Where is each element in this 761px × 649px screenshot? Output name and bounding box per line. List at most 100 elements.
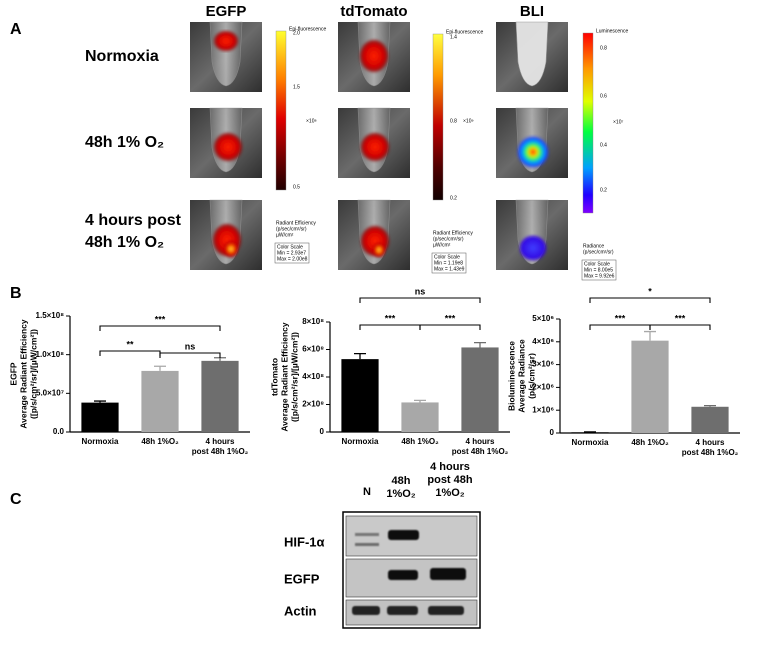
x-tick-label: 48h 1%O₂ <box>401 437 439 446</box>
colorbar-unit: µW/cm² <box>276 232 294 238</box>
colorbar-tick: 1.4 <box>450 34 457 40</box>
bar <box>571 432 609 433</box>
y-axis-label: Bioluminescence <box>506 341 516 411</box>
y-tick-label: 1.0×10⁸ <box>36 350 65 359</box>
scale-text: Color Scale <box>584 261 610 267</box>
y-tick-label: 1.5×10⁸ <box>36 311 65 320</box>
row-label: 4 hours post 48h 1% O₂ <box>85 212 182 251</box>
x-tick-label: Normoxia <box>572 438 609 447</box>
x-tick-label: 48h 1%O₂ <box>631 438 669 447</box>
colorbar-tick: 1.5 <box>293 84 300 90</box>
tube <box>515 21 549 87</box>
bar <box>81 402 119 432</box>
colorbar-tick: 0.2 <box>600 187 607 193</box>
scale-text: Color Scale <box>277 244 303 250</box>
bar <box>461 347 499 432</box>
scale-text: Min = 2.93e7 <box>277 250 306 256</box>
colorbar <box>432 33 444 201</box>
bar <box>141 370 179 432</box>
bar <box>631 340 669 433</box>
y-axis-label: tdTomato <box>269 358 279 396</box>
y-tick-label: 5.0×10⁷ <box>36 388 64 397</box>
significance-label: *** <box>155 314 166 324</box>
signal <box>214 31 238 51</box>
tube-image <box>496 199 568 270</box>
colorbar-tick: 0.4 <box>600 142 607 148</box>
tube-image <box>190 199 262 270</box>
tube-image <box>338 107 410 178</box>
bar <box>401 402 439 432</box>
scale-text: Color Scale <box>434 254 460 260</box>
significance-label: *** <box>675 313 686 323</box>
colorbar-exponent: ×10⁹ <box>463 118 474 124</box>
y-tick-label: 0 <box>320 427 325 436</box>
y-axis-label: Average Radiance <box>516 339 526 413</box>
y-tick-label: 0 <box>550 428 555 437</box>
significance-bracket <box>589 324 651 330</box>
x-tick-label: 4 hours post 48h 1%O₂ <box>192 437 249 456</box>
panel-label: C <box>10 491 22 508</box>
error-bar <box>94 400 106 403</box>
signal <box>373 243 385 257</box>
colorbar-tick: 0.2 <box>450 195 457 201</box>
signal <box>360 40 388 72</box>
tube-image <box>338 21 410 92</box>
tube-image <box>190 21 262 92</box>
significance-label: ns <box>415 286 426 296</box>
x-tick-label: 4 hours post 48h 1%O₂ <box>682 438 739 457</box>
tube-image <box>496 21 568 92</box>
colorbar-unit: Radiant Efficiency <box>276 220 316 226</box>
error-bar <box>354 352 366 360</box>
colorbar-tick: 0.5 <box>293 184 300 190</box>
protein-label: HIF-1α <box>284 534 325 549</box>
lane-label: N <box>363 486 371 498</box>
colorbar-unit: Radiance <box>583 243 604 249</box>
tube-image <box>190 107 262 178</box>
panel-label: B <box>10 285 22 302</box>
colorbar-unit: (p/sec/cm²/sr) <box>583 249 614 255</box>
significance-label: ns <box>185 341 196 351</box>
colorbar-tick: 0.8 <box>450 118 457 124</box>
colorbar-unit: Radiant Efficiency <box>433 230 473 236</box>
signal <box>214 133 242 161</box>
scale-text: Min = 1.19e8 <box>434 260 463 266</box>
y-tick-label: 4×10⁶ <box>532 337 554 346</box>
colorbar-unit: (p/sec/cm²/sr) <box>276 226 307 232</box>
column-header: BLI <box>520 3 544 20</box>
tube-image <box>496 107 568 178</box>
lane-label: 4 hours post 48h 1%O₂ <box>427 461 473 499</box>
protein-label: Actin <box>284 603 317 618</box>
error-bar <box>214 357 226 361</box>
protein-label: EGFP <box>284 571 320 586</box>
bar <box>691 406 729 433</box>
signal <box>518 137 548 167</box>
significance-label: *** <box>615 313 626 323</box>
signal <box>520 236 546 260</box>
bar <box>201 360 239 432</box>
y-axis-label: EGFP <box>8 362 18 385</box>
y-tick-label: 1×10⁶ <box>532 405 554 414</box>
colorbar-tick: 2.0 <box>293 30 300 36</box>
tube-image <box>338 199 410 270</box>
significance-bracket <box>159 352 221 358</box>
y-tick-label: 0.0 <box>53 427 65 436</box>
row-label: 48h 1% O₂ <box>85 134 164 151</box>
significance-bracket <box>99 325 221 331</box>
colorbar <box>275 30 287 191</box>
colorbar-unit: (p/sec/cm²/sr) <box>433 236 464 242</box>
scale-text: Max = 9.92e6 <box>584 273 615 279</box>
error-bar <box>644 330 656 341</box>
signal <box>224 241 238 257</box>
significance-bracket <box>649 324 711 330</box>
significance-label: * <box>648 286 652 296</box>
y-tick-label: 2×10⁶ <box>532 383 554 392</box>
y-axis-label: Average Radiant Efficiency <box>18 319 28 429</box>
x-tick-label: 48h 1%O₂ <box>141 437 179 446</box>
western-blot <box>342 511 481 629</box>
colorbar-exponent: ×10⁷ <box>613 119 623 125</box>
colorbar-tick: 0.8 <box>600 45 607 51</box>
row-label: Normoxia <box>85 48 159 65</box>
significance-label: *** <box>445 313 456 323</box>
lane-label: 48h 1%O₂ <box>386 475 415 500</box>
